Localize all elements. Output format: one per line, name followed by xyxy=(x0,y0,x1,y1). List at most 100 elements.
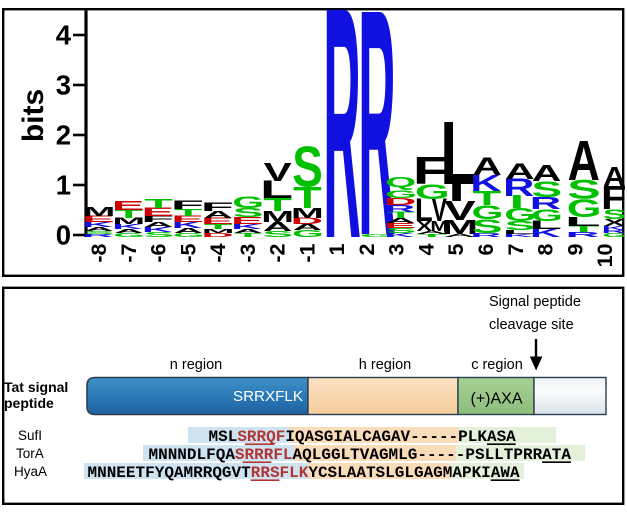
svg-text:1: 1 xyxy=(325,243,349,255)
svg-text:G: G xyxy=(232,193,264,212)
svg-text:E: E xyxy=(201,216,234,226)
svg-text:V: V xyxy=(264,158,293,187)
svg-text:E: E xyxy=(112,198,145,213)
svg-text:A: A xyxy=(114,228,144,234)
svg-text:E: E xyxy=(82,214,115,224)
svg-text:D: D xyxy=(384,196,416,207)
svg-text:I: I xyxy=(509,192,524,212)
svg-text:S: S xyxy=(84,230,115,235)
svg-text:-3: -3 xyxy=(236,243,260,262)
svg-text:S: S xyxy=(505,219,536,233)
svg-text:MSLSRRQFIQASGIALCAGAV-----PLKA: MSLSRRQFIQASGIALCAGAV-----PLKASA xyxy=(209,428,517,446)
svg-text:S: S xyxy=(386,226,417,234)
svg-text:G: G xyxy=(504,204,536,225)
svg-text:8: 8 xyxy=(534,243,558,255)
svg-text:SufI: SufI xyxy=(18,428,42,443)
svg-text:G: G xyxy=(360,233,398,238)
svg-text:F: F xyxy=(141,214,174,224)
svg-text:-1: -1 xyxy=(295,243,319,262)
svg-text:A: A xyxy=(416,230,448,235)
svg-text:0: 0 xyxy=(56,220,71,251)
svg-text:R: R xyxy=(470,232,501,239)
svg-text:T: T xyxy=(568,224,599,234)
svg-text:V: V xyxy=(444,196,476,227)
svg-text:R: R xyxy=(323,0,361,308)
svg-text:G: G xyxy=(385,188,417,200)
svg-text:M: M xyxy=(261,208,294,226)
svg-text:K: K xyxy=(503,233,534,238)
svg-text:L: L xyxy=(440,104,477,204)
svg-text:4: 4 xyxy=(56,20,72,51)
svg-text:4: 4 xyxy=(415,243,439,255)
svg-text:R: R xyxy=(530,193,561,213)
svg-text:S: S xyxy=(143,230,174,238)
svg-text:D: D xyxy=(291,216,323,226)
svg-text:MNNEETFYQAMRRQGVTRRSFLKYCSLAAT: MNNEETFYQAMRRQGVTRRSFLKYCSLAATSLGLGAGMAP… xyxy=(88,464,520,482)
svg-text:1: 1 xyxy=(56,170,71,201)
svg-text:A: A xyxy=(386,217,416,225)
svg-text:7: 7 xyxy=(504,243,528,255)
svg-text:R: R xyxy=(602,229,626,234)
svg-text:G: G xyxy=(173,232,205,238)
svg-text:R: R xyxy=(358,0,396,302)
svg-text:G: G xyxy=(292,228,324,239)
svg-text:M: M xyxy=(430,218,448,235)
svg-text:3: 3 xyxy=(56,70,71,101)
svg-text:S: S xyxy=(472,215,503,237)
svg-text:G: G xyxy=(113,232,145,238)
svg-text:F: F xyxy=(413,149,449,193)
svg-text:G: G xyxy=(567,194,602,223)
svg-text:E: E xyxy=(142,206,175,219)
svg-text:R: R xyxy=(503,174,534,201)
svg-text:3: 3 xyxy=(385,243,409,255)
svg-text:L: L xyxy=(529,219,562,232)
svg-text:A: A xyxy=(293,222,323,232)
svg-text:-6: -6 xyxy=(147,243,171,262)
svg-text:T: T xyxy=(473,186,502,209)
svg-text:S: S xyxy=(263,229,294,238)
svg-text:K: K xyxy=(470,171,501,197)
svg-text:G: G xyxy=(531,206,563,225)
svg-text:T: T xyxy=(115,208,144,221)
svg-text:E: E xyxy=(231,215,264,226)
svg-text:A: A xyxy=(263,219,293,234)
svg-text:SRRXFLK: SRRXFLK xyxy=(233,388,303,405)
svg-text:h region: h region xyxy=(359,357,411,373)
svg-text:M: M xyxy=(112,216,145,226)
svg-text:-7: -7 xyxy=(117,243,141,262)
svg-text:2: 2 xyxy=(355,243,379,255)
svg-text:c region: c region xyxy=(471,357,523,373)
svg-text:R: R xyxy=(82,233,113,238)
svg-text:K: K xyxy=(82,221,113,229)
svg-text:5: 5 xyxy=(444,243,468,255)
svg-text:G: G xyxy=(472,201,504,223)
svg-text:A: A xyxy=(84,226,114,232)
svg-text:V: V xyxy=(432,192,448,228)
svg-text:2: 2 xyxy=(56,120,71,151)
svg-text:-2: -2 xyxy=(266,243,290,262)
svg-text:A: A xyxy=(203,209,233,220)
svg-text:R: R xyxy=(566,231,600,239)
svg-text:G: G xyxy=(415,181,450,204)
svg-text:K: K xyxy=(530,227,561,240)
svg-text:A: A xyxy=(144,221,174,229)
svg-text:Signal peptide: Signal peptide xyxy=(489,294,581,310)
svg-text:K: K xyxy=(231,223,262,231)
svg-text:S: S xyxy=(531,176,562,202)
svg-text:L: L xyxy=(260,176,293,204)
svg-text:A: A xyxy=(174,227,204,235)
svg-text:Tat signal: Tat signal xyxy=(4,379,68,395)
svg-text:M: M xyxy=(291,205,324,221)
svg-text:T: T xyxy=(174,207,203,218)
svg-text:MNNNDLFQASRRRFLAQLGGLTVAGMLG--: MNNNDLFQASRRRFLAQLGGLTVAGMLG-----PSLLTPR… xyxy=(149,446,572,464)
svg-text:S: S xyxy=(567,175,600,205)
svg-text:cleavage site: cleavage site xyxy=(489,317,574,333)
svg-text:M: M xyxy=(202,228,235,234)
svg-text:A: A xyxy=(568,129,600,192)
svg-text:bits: bits xyxy=(17,89,50,142)
svg-text:A: A xyxy=(505,159,535,184)
svg-text:A: A xyxy=(472,153,502,181)
svg-text:T: T xyxy=(144,197,173,211)
svg-text:G: G xyxy=(603,232,627,238)
svg-text:K: K xyxy=(112,223,143,231)
